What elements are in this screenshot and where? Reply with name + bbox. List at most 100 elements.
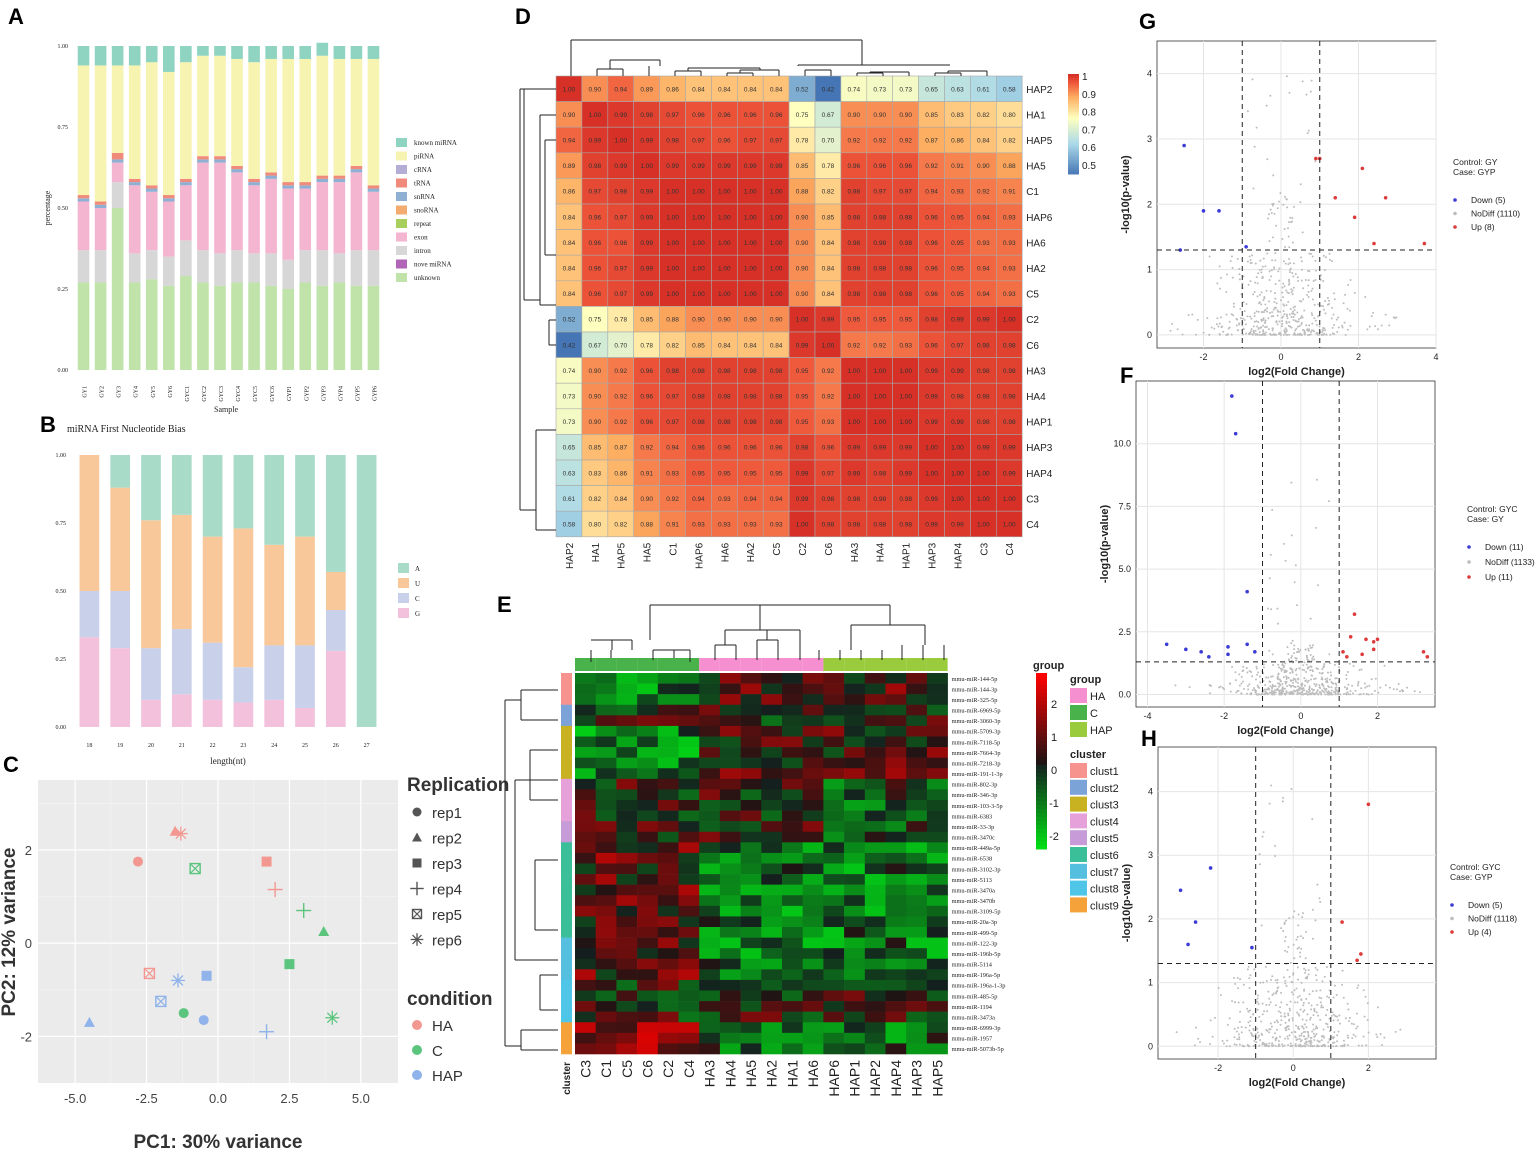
nodiff-point (1394, 1030, 1397, 1033)
heatmap-cell (637, 1032, 659, 1044)
cell-value: 0.92 (640, 445, 653, 452)
heatmap-cell (575, 789, 596, 801)
nodiff-point (1291, 241, 1294, 244)
heatmap-cell (761, 789, 783, 801)
heatmap-cell (906, 800, 928, 811)
legend-marker (412, 832, 422, 842)
heatmap-cell (659, 152, 686, 179)
heatmap-cell (581, 75, 609, 102)
down-point (1201, 209, 1206, 213)
nodiff-point (1273, 693, 1276, 696)
nodiff-point (1288, 313, 1291, 316)
heatmap-cell (918, 178, 945, 205)
heatmap-cell (866, 178, 893, 205)
nodiff-point (1310, 665, 1313, 668)
nodiff-point (1264, 965, 1267, 968)
nodiff-point (1328, 1039, 1331, 1042)
nodiff-point (1323, 299, 1326, 302)
nodiff-point (1305, 690, 1308, 693)
nodiff-point (1304, 279, 1307, 282)
heatmap-cell (970, 75, 997, 102)
cluster-bar-clust9 (561, 1022, 572, 1034)
heatmap-cell (657, 905, 679, 917)
nodiff-point (1342, 1039, 1345, 1042)
cell-value: 0.94 (692, 496, 705, 503)
colorbar-segment (1068, 118, 1079, 121)
cell-value: 1.00 (770, 189, 783, 196)
nodiff-point (1291, 671, 1294, 674)
heatmap-cell (595, 969, 617, 981)
nodiff-point (1305, 663, 1308, 666)
heatmap-cell (607, 75, 634, 102)
nodiff-point (1303, 661, 1306, 664)
nodiff-point (1273, 268, 1276, 271)
cell-value: 0.99 (640, 291, 653, 298)
nodiff-point (1270, 675, 1273, 678)
nodiff-point (1287, 292, 1290, 295)
cell-value: 0.95 (744, 470, 757, 477)
heatmap-cell (926, 990, 948, 1002)
legend-swatch (1070, 830, 1087, 846)
nodiff-point (1288, 278, 1291, 281)
bar-segment-G (233, 702, 254, 727)
heatmap-cell (637, 768, 659, 780)
nodiff-point (1284, 559, 1287, 562)
nodiff-point (1295, 987, 1298, 990)
heatmap-cell (581, 229, 609, 256)
heatmap-cell (595, 778, 617, 790)
nodiff-point (1294, 333, 1297, 336)
legend-swatch (1070, 863, 1087, 879)
row-label: mmu-miR-144-5p (952, 676, 998, 683)
row-label: mmu-miR-7218-3p (952, 760, 1001, 767)
bar-segment-U (325, 571, 346, 611)
nodiff-point (1271, 329, 1274, 332)
nodiff-point (1231, 276, 1234, 279)
nodiff-point (1303, 989, 1306, 992)
nodiff-point (1334, 690, 1337, 693)
heatmap-cell (616, 768, 638, 780)
nodiff-point (1285, 322, 1288, 325)
y-tick-label: 0.75 (56, 521, 67, 527)
nodiff-point (1253, 968, 1256, 971)
heatmap-cell (633, 203, 660, 230)
heatmap-cell (699, 842, 721, 854)
cell-value: 0.85 (589, 445, 602, 452)
nodiff-point (1310, 312, 1313, 315)
heatmap-cell (782, 905, 803, 917)
heatmap-cell (844, 778, 866, 790)
heatmap-cell (575, 958, 596, 970)
cell-value: 0.98 (951, 394, 964, 401)
bar-segment-snrna (282, 185, 294, 189)
nodiff-point (1292, 275, 1295, 278)
nodiff-point (1349, 690, 1352, 693)
legend-marker (1467, 545, 1471, 549)
bar-segment-A (110, 455, 131, 488)
heatmap-cell (762, 357, 790, 384)
heatmap-cell (637, 778, 659, 790)
nodiff-point (1301, 80, 1304, 83)
heatmap-cell (740, 927, 762, 938)
nodiff-point (1262, 332, 1265, 335)
heatmap-cell (616, 1001, 638, 1012)
nodiff-point (1231, 1000, 1234, 1003)
nodiff-point (1300, 691, 1303, 694)
heatmap-cell (926, 1001, 948, 1012)
nodiff-point (1320, 304, 1323, 307)
heatmap-cell (885, 895, 907, 907)
cell-value: 0.98 (640, 112, 653, 119)
colorbar-segment (1068, 162, 1079, 165)
nodiff-point (1297, 318, 1300, 321)
nodiff-point (1238, 684, 1241, 687)
nodiff-point (1308, 333, 1311, 336)
heatmap-cell (844, 863, 866, 875)
nodiff-point (1285, 919, 1288, 922)
nodiff-point (1229, 260, 1232, 263)
heatmap-cell (711, 203, 738, 230)
nodiff-point (1293, 957, 1296, 960)
heatmap-cell (823, 683, 845, 695)
nodiff-point (1311, 659, 1314, 662)
nodiff-point (1287, 1037, 1290, 1040)
bar-segment-pirna (111, 65, 124, 153)
heatmap-cell (719, 757, 741, 769)
legend-label: cRNA (414, 166, 432, 174)
